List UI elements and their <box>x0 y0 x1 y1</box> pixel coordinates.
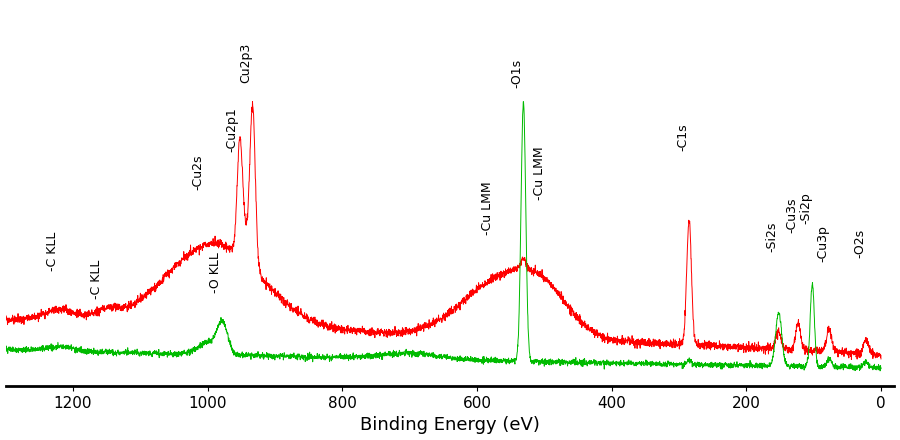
Text: -O2s: -O2s <box>853 229 866 258</box>
Text: -C KLL: -C KLL <box>47 231 59 271</box>
Text: -Cu3s: -Cu3s <box>785 198 798 233</box>
Text: -Cu3p: -Cu3p <box>816 225 829 262</box>
Text: Cu2p3: Cu2p3 <box>239 42 253 83</box>
Text: -Cu LMM: -Cu LMM <box>481 181 494 235</box>
Text: -O KLL: -O KLL <box>210 252 222 293</box>
Text: -O1s: -O1s <box>510 59 524 88</box>
X-axis label: Binding Energy (eV): Binding Energy (eV) <box>360 416 540 434</box>
Text: -Si2p: -Si2p <box>799 192 813 224</box>
Text: -Cu2p1: -Cu2p1 <box>225 108 238 152</box>
Text: -Si2s: -Si2s <box>766 222 778 252</box>
Text: -C1s: -C1s <box>676 123 689 151</box>
Text: -C KLL: -C KLL <box>90 260 104 299</box>
Text: -Cu2s: -Cu2s <box>191 155 204 191</box>
Text: -Cu LMM: -Cu LMM <box>533 146 545 200</box>
